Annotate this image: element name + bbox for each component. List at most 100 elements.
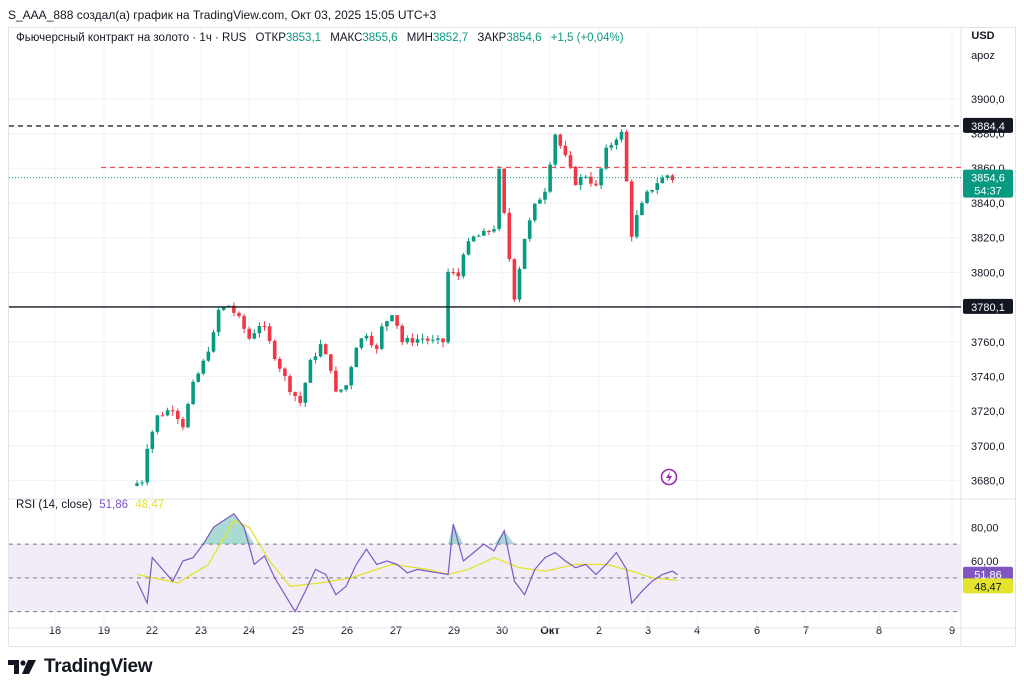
candle — [594, 179, 598, 187]
candle — [186, 402, 190, 429]
rsi-ma-line — [136, 519, 678, 587]
candle — [482, 228, 486, 236]
flash-icon[interactable] — [660, 468, 678, 486]
candle-body — [354, 347, 359, 368]
candle — [390, 314, 394, 323]
candle — [415, 334, 420, 347]
low-label: МИН — [406, 32, 433, 44]
candle-body — [665, 175, 670, 178]
candle-body — [599, 168, 603, 186]
candle — [242, 313, 246, 334]
candle-body — [191, 381, 195, 404]
candle — [584, 174, 588, 179]
candle-body — [380, 326, 384, 349]
candle — [548, 161, 552, 194]
candle-body — [614, 139, 619, 146]
candle — [431, 335, 435, 344]
candle — [216, 307, 221, 337]
candle — [369, 331, 374, 348]
rsi-overbought-fill — [137, 513, 678, 545]
candle-body — [640, 203, 644, 216]
candle-body — [578, 177, 583, 186]
rsi-line — [136, 512, 678, 613]
candle — [436, 335, 440, 345]
price-tick-label: 3800,0 — [971, 267, 1005, 279]
time-tick-label: 18 — [49, 625, 61, 637]
candle-body — [181, 419, 185, 428]
symbol-legend: Фьючерсный контракт на золото · 1ч · RUS… — [16, 32, 624, 44]
tradingview-logo-icon — [8, 660, 36, 674]
candle — [614, 137, 619, 150]
price-tick-label: 3840,0 — [971, 198, 1005, 210]
candle — [665, 174, 670, 181]
candle — [165, 407, 170, 417]
candle-body — [206, 351, 211, 361]
candle — [252, 329, 257, 340]
candle-body — [624, 131, 629, 182]
chart-container[interactable]: 3680,03700,03720,03740,03760,03780,03800… — [8, 27, 1016, 647]
chart-canvas[interactable]: 3680,03700,03720,03740,03760,03780,03800… — [9, 28, 1015, 646]
open-value: 3853,1 — [285, 32, 322, 44]
candle-body — [298, 396, 302, 403]
candle-body — [405, 338, 410, 343]
candle-body — [482, 231, 486, 236]
candle-body — [349, 367, 353, 386]
change-value: +1,5 (+0,04%) — [550, 32, 624, 44]
candle-body — [170, 410, 175, 412]
candle — [140, 480, 144, 486]
candle — [201, 358, 206, 376]
candle — [354, 346, 359, 368]
candle — [538, 197, 542, 204]
candle — [237, 311, 241, 319]
time-tick-label: 6 — [754, 625, 760, 637]
candle-body — [650, 189, 654, 192]
candle — [619, 129, 624, 143]
candle — [272, 339, 277, 361]
time-tick-label: 29 — [448, 625, 460, 637]
candle — [160, 411, 165, 417]
candle — [609, 142, 614, 151]
time-tick-label: 27 — [390, 625, 402, 637]
bar-countdown-label: 54:37 — [974, 186, 1002, 198]
candle-body — [655, 183, 659, 190]
level-price-label: 3884,4 — [971, 121, 1005, 133]
candle-body — [410, 338, 415, 343]
low-value: 3852,7 — [432, 32, 469, 44]
time-tick-label: 26 — [341, 625, 353, 637]
candle-body — [573, 166, 578, 186]
candle — [425, 336, 430, 345]
candle-body — [186, 403, 190, 428]
candle-body — [369, 335, 374, 346]
candle-body — [242, 316, 246, 329]
candle-body — [278, 358, 282, 369]
author-line: S_AAA_888 создал(а) график на TradingVie… — [8, 8, 437, 22]
candle — [181, 416, 185, 431]
time-tick-label: 7 — [803, 625, 809, 637]
scale-mode-label[interactable]: apoz — [971, 50, 995, 62]
candle-body — [594, 183, 598, 186]
candle-body — [487, 231, 491, 233]
candle-body — [237, 312, 241, 317]
candle-body — [558, 134, 563, 146]
candle-body — [461, 254, 466, 277]
price-tick-label: 3700,0 — [971, 441, 1005, 453]
candle — [660, 175, 665, 184]
candle — [170, 405, 175, 416]
candle-body — [257, 326, 262, 334]
candle-body — [303, 382, 308, 403]
price-tick-label: 3760,0 — [971, 337, 1005, 349]
currency-label[interactable]: USD — [971, 30, 995, 42]
candle — [522, 238, 527, 270]
candle — [517, 266, 522, 303]
candle — [288, 374, 292, 396]
price-tick-label: 3820,0 — [971, 233, 1005, 245]
footer-brand[interactable]: TradingView — [8, 656, 153, 678]
candle-body — [293, 392, 297, 397]
time-tick-label: 25 — [292, 625, 304, 637]
level-price-tag — [963, 298, 1013, 314]
candle-body — [425, 338, 430, 341]
candle-body — [385, 321, 389, 327]
candle-body — [512, 259, 517, 300]
candle-body — [476, 235, 481, 237]
candle — [471, 235, 476, 243]
